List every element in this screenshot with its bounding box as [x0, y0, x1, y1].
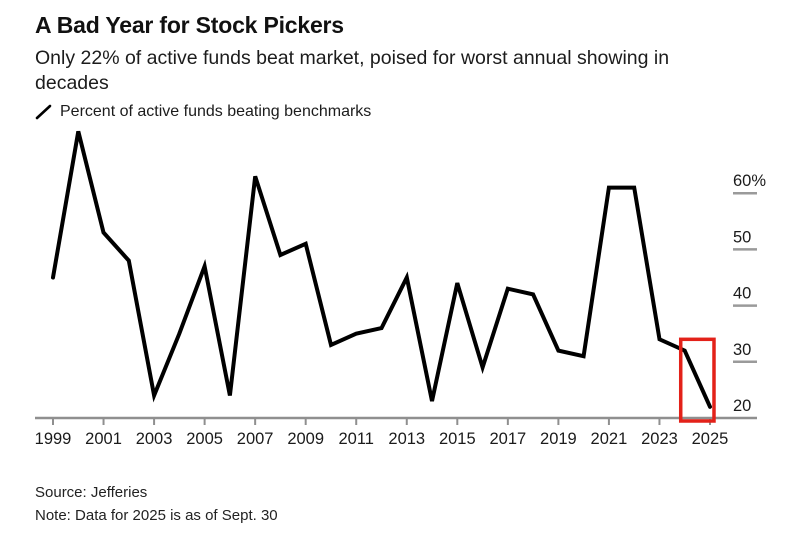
y-tick-label: 40	[733, 285, 751, 303]
y-tick-label: 20	[733, 397, 751, 415]
line-series-icon	[35, 104, 52, 120]
x-tick-label: 2013	[388, 430, 425, 448]
y-tick-label: 30	[733, 341, 751, 359]
x-tick-label: 2009	[287, 430, 324, 448]
data-note: Note: Data for 2025 is as of Sept. 30	[35, 507, 278, 524]
series-line	[51, 130, 712, 409]
chart-subtitle: Only 22% of active funds beat market, po…	[35, 47, 670, 94]
legend-label: Percent of active funds beating benchmar…	[60, 103, 372, 120]
chart-footer: Source: Jefferies Note: Data for 2025 is…	[35, 481, 278, 527]
x-tick-label: 2011	[338, 430, 373, 448]
legend: Percent of active funds beating benchmar…	[35, 103, 371, 121]
x-tick-label: 2017	[489, 430, 526, 448]
highlight-box	[678, 337, 716, 423]
x-tick-label: 2003	[136, 430, 173, 448]
x-tick-label: 2001	[85, 430, 122, 448]
chart-title: A Bad Year for Stock Pickers	[35, 12, 344, 38]
x-tick-label: 2021	[591, 430, 628, 448]
x-tick-label: 2019	[540, 430, 577, 448]
x-tick-label: 2023	[641, 430, 678, 448]
x-tick-label: 2005	[186, 430, 223, 448]
x-tick-label: 2007	[237, 430, 274, 448]
y-tick-label: 60%	[733, 172, 766, 190]
source-note: Source: Jefferies	[35, 484, 148, 501]
x-tick-label: 1999	[35, 430, 72, 448]
x-tick-label: 2025	[692, 430, 729, 448]
y-tick-label: 50	[733, 228, 751, 246]
x-tick-label: 2015	[439, 430, 476, 448]
